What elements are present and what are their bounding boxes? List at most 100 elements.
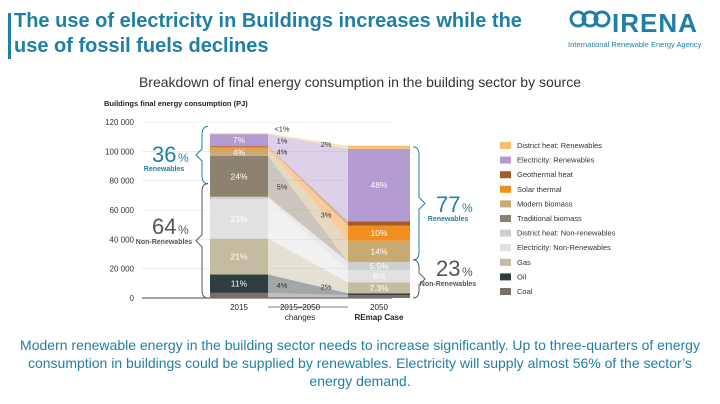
legend-swatch [500,142,511,149]
segment-label: 4% [233,147,246,157]
annotation-unit: % [178,223,189,237]
y-tick-label: 120 000 [105,118,134,127]
y-tick-label: 60 000 [110,206,135,215]
legend-swatch [500,273,511,281]
category-label: 2050 [370,303,388,312]
side-label: 2% [321,282,332,291]
bar-segment [210,238,268,275]
segment-label: 7% [233,135,246,145]
y-tick-label: 40 000 [110,235,135,244]
side-label: 5% [277,183,288,192]
legend-swatch [500,156,511,164]
legend-label: District heat: Renewables [517,141,602,150]
bar-segment [210,134,268,147]
y-tick-label: 0 [130,294,135,303]
legend-swatch [500,215,511,222]
connector-band [268,292,348,298]
connector-band [268,148,348,262]
segment-label: 14% [370,246,387,256]
title-accent-bar [8,13,11,59]
annotation-unit: % [462,265,473,279]
chart-subtitle: Breakdown of final energy consumption in… [138,74,582,90]
connector-band [268,133,348,149]
side-label: 2% [321,140,332,149]
connector-band [268,274,348,296]
annotation-value: 77 [436,192,460,217]
connector-band [268,146,348,226]
segment-label: 24% [230,171,247,181]
bar-segment [210,155,268,197]
legend-label: Modern biomass [517,199,573,208]
bar-segment [348,282,410,294]
bar-segment [210,292,268,298]
annotation-label: Non-Renewables [136,239,193,246]
segment-label: 5.5% [369,261,389,271]
bar-segment [348,293,410,296]
irena-logo-icon [569,10,611,28]
y-tick-label: 80 000 [110,177,135,186]
bar-segment [210,274,268,293]
legend-swatch [500,185,511,193]
side-label: 1% [277,136,288,145]
page-title: The use of electricity in Buildings incr… [14,10,522,57]
category-label: changes [285,313,315,322]
annotation-label: Renewables [144,166,185,173]
connector-band [268,155,348,262]
legend-swatch [500,200,511,208]
annotation-label: Non-Renewables [420,281,477,288]
legend-label: Gas [517,258,531,267]
category-label: 2015–2050 [280,303,321,312]
segment-label: 7.3% [369,283,389,293]
annotation-unit: % [178,151,189,165]
legend-label: Electricity: Non-Renewables [517,243,611,252]
energy-chart: Buildings final energy consumption (PJ) 0… [104,99,616,322]
bar-segment [210,146,268,148]
connector-band [268,199,348,283]
bar-segment [210,147,268,149]
legend-swatch [500,229,511,237]
connector-band [268,147,348,241]
segment-label: 48% [370,180,387,190]
bar-segment [348,221,410,226]
bar-segment [210,148,268,156]
segment-label: 11% [231,279,248,289]
legend-label: Oil [517,272,527,281]
bar-segment [348,240,410,262]
legend-swatch [500,258,511,266]
connector-band [268,134,348,222]
logo-subtitle: International Renewable Energy Agency [568,40,702,49]
annotation-label: Renewables [428,216,469,223]
legend-label: Geothermal heat [517,170,574,179]
brace-renew [412,146,426,261]
legend-swatch [500,288,511,295]
bar-segment [348,261,410,271]
legend-swatch [500,244,511,252]
legend-label: Traditional biomass [517,214,582,223]
side-label: 4% [277,281,288,290]
annotation-value: 64 [152,214,176,239]
connector-band [268,196,348,271]
brace-nonrenew [195,183,209,299]
bar-segment [348,270,410,283]
brace-renew [195,125,209,185]
side-label: 3% [321,210,332,219]
side-label: 4% [277,147,288,156]
category-label: REmap Case [355,313,404,322]
annotation-value: 36 [152,142,176,167]
legend-label: Coal [517,287,533,296]
footer-text: Modern renewable energy in the building … [20,337,700,389]
segment-label: 23% [230,214,247,224]
connector-band [268,238,348,294]
legend-label: Solar thermal [517,185,562,194]
logo-wordmark: IRENA [612,8,698,38]
segment-label: 10% [370,228,387,238]
segment-label: 8% [373,271,386,281]
side-label: <1% [274,125,290,134]
bar-segment [348,225,410,241]
bar-segment [210,133,268,135]
bar-segment [210,199,268,239]
bar-segment [348,295,410,298]
y-axis-title: Buildings final energy consumption (PJ) [104,99,248,108]
legend-label: District heat: Non-renewables [517,229,616,238]
legend-label: Electricity: Renewables [517,156,595,165]
